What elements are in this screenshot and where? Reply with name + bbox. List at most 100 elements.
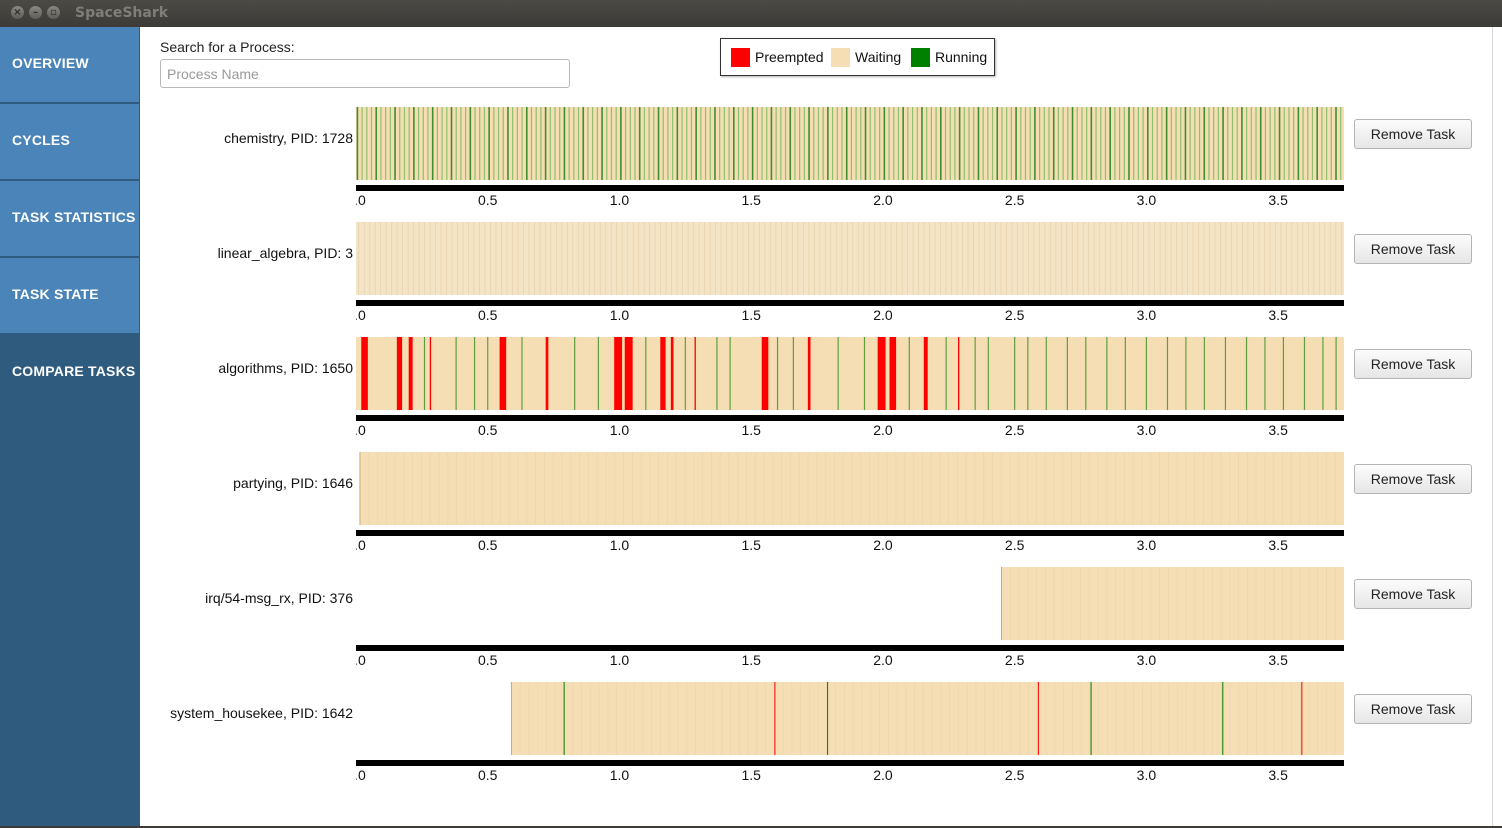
running-slice (1024, 107, 1027, 180)
waiting-slice (1124, 567, 1125, 640)
waiting-slice (468, 222, 469, 295)
waiting-slice (956, 222, 958, 295)
nav-task-statistics[interactable]: TASK STATISTICS (0, 181, 139, 257)
remove-task-button[interactable]: Remove Task (1354, 464, 1472, 494)
waiting-slice (984, 682, 986, 755)
running-slice (775, 107, 777, 180)
nav-compare-tasks[interactable]: COMPARE TASKS (12, 363, 136, 379)
waiting-slice (631, 452, 633, 525)
nav-task-state[interactable]: TASK STATE (0, 258, 139, 334)
waiting-slice (1212, 682, 1213, 755)
waiting-slice (482, 452, 484, 525)
running-slice (554, 107, 556, 180)
remove-task-button[interactable]: Remove Task (1354, 234, 1472, 264)
waiting-slice (703, 682, 705, 755)
segment-edge (510, 682, 512, 755)
waiting-slice (677, 682, 679, 755)
running-slice (1311, 107, 1314, 180)
running-slice (1071, 107, 1074, 180)
waiting-slice (1220, 452, 1222, 525)
waiting-slice (1044, 222, 1046, 295)
task-label: partying, PID: 1646 (233, 475, 353, 491)
waiting-slice (1308, 682, 1310, 755)
remove-task-button[interactable]: Remove Task (1354, 694, 1472, 724)
running-slice (883, 107, 886, 180)
running-slice (530, 107, 533, 180)
waiting-slice (391, 222, 393, 295)
waiting-slice (1282, 452, 1283, 525)
nav-cycles[interactable]: CYCLES (0, 104, 139, 180)
running-slice (728, 107, 730, 180)
running-slice (366, 107, 368, 180)
running-slice (1161, 107, 1163, 180)
task-row: system_housekee, PID: 1642 0.0 0.5 1.0 1.5 2.… (140, 678, 1502, 793)
waiting-slice (929, 222, 930, 295)
running-slice (732, 107, 735, 180)
running-slice (761, 107, 763, 180)
running-slice (841, 107, 843, 180)
legend-swatch-waiting (831, 48, 850, 67)
waiting-slice (1203, 222, 1205, 295)
axis-tick-label: 1.0 (610, 192, 630, 208)
close-icon[interactable]: × (11, 6, 24, 19)
segment-edge (1000, 567, 1002, 640)
running-slice (1076, 107, 1078, 180)
running-slice (1020, 107, 1022, 180)
running-slice (714, 107, 716, 180)
axis-tick-label: 2.5 (1005, 767, 1025, 783)
search-input[interactable] (160, 59, 570, 88)
running-slice (780, 107, 782, 180)
axis-tick-label: 3.5 (1268, 192, 1288, 208)
waiting-slice (671, 222, 673, 295)
waiting-slice (726, 222, 727, 295)
running-slice (1165, 107, 1168, 180)
waiting-slice (1062, 567, 1064, 640)
axis-tick-label: 2.5 (1005, 537, 1025, 553)
waiting-slice (1302, 222, 1304, 295)
waiting-slice (1159, 452, 1160, 525)
waiting-slice (464, 452, 466, 525)
waiting-slice (772, 452, 774, 525)
waiting-slice (1273, 567, 1275, 640)
waiting-slice (429, 222, 431, 295)
maximize-icon[interactable]: ▫ (47, 6, 60, 19)
running-slice (1090, 682, 1092, 755)
running-slice (1145, 337, 1147, 410)
running-slice (1322, 337, 1324, 410)
minimize-icon[interactable]: – (29, 6, 42, 19)
waiting-slice (438, 452, 440, 525)
remove-task-button[interactable]: Remove Task (1354, 119, 1472, 149)
waiting-slice (773, 682, 775, 755)
waiting-slice (1170, 222, 1172, 295)
running-slice (1128, 107, 1130, 180)
task-label: linear_algebra, PID: 3 (217, 245, 353, 261)
running-slice (897, 107, 900, 180)
remove-task-button[interactable]: Remove Task (1354, 349, 1472, 379)
waiting-slice (1110, 222, 1112, 295)
running-slice (427, 107, 429, 180)
waiting-slice (385, 222, 387, 295)
legend-label-waiting: Waiting (855, 49, 902, 65)
task-label: system_housekee, PID: 1642 (170, 705, 353, 721)
remove-task-button[interactable]: Remove Task (1354, 579, 1472, 609)
waiting-slice (1269, 222, 1271, 295)
task-row: chemistry, PID: 1728 0.0 0.5 1.0 1.5 2.0 2.5 3.… (140, 103, 1502, 218)
task-label: irq/54-msg_rx, PID: 376 (205, 590, 353, 606)
running-slice (766, 107, 768, 180)
waiting-slice (951, 222, 952, 295)
running-slice (488, 107, 490, 180)
preempted-slice (429, 337, 432, 410)
preempted-slice (624, 337, 633, 410)
nav-overview[interactable]: OVERVIEW (0, 27, 139, 103)
running-slice (1330, 107, 1332, 180)
waiting-slice (1185, 452, 1187, 525)
waiting-slice (1049, 222, 1051, 295)
waiting-slice (1255, 452, 1257, 525)
waiting-slice (624, 682, 626, 755)
waiting-slice (1246, 567, 1248, 640)
waiting-slice (1104, 222, 1106, 295)
waiting-slice (369, 222, 371, 295)
running-slice (987, 107, 989, 180)
axis-tick-label: 2.5 (1005, 192, 1025, 208)
running-slice (1264, 107, 1267, 180)
